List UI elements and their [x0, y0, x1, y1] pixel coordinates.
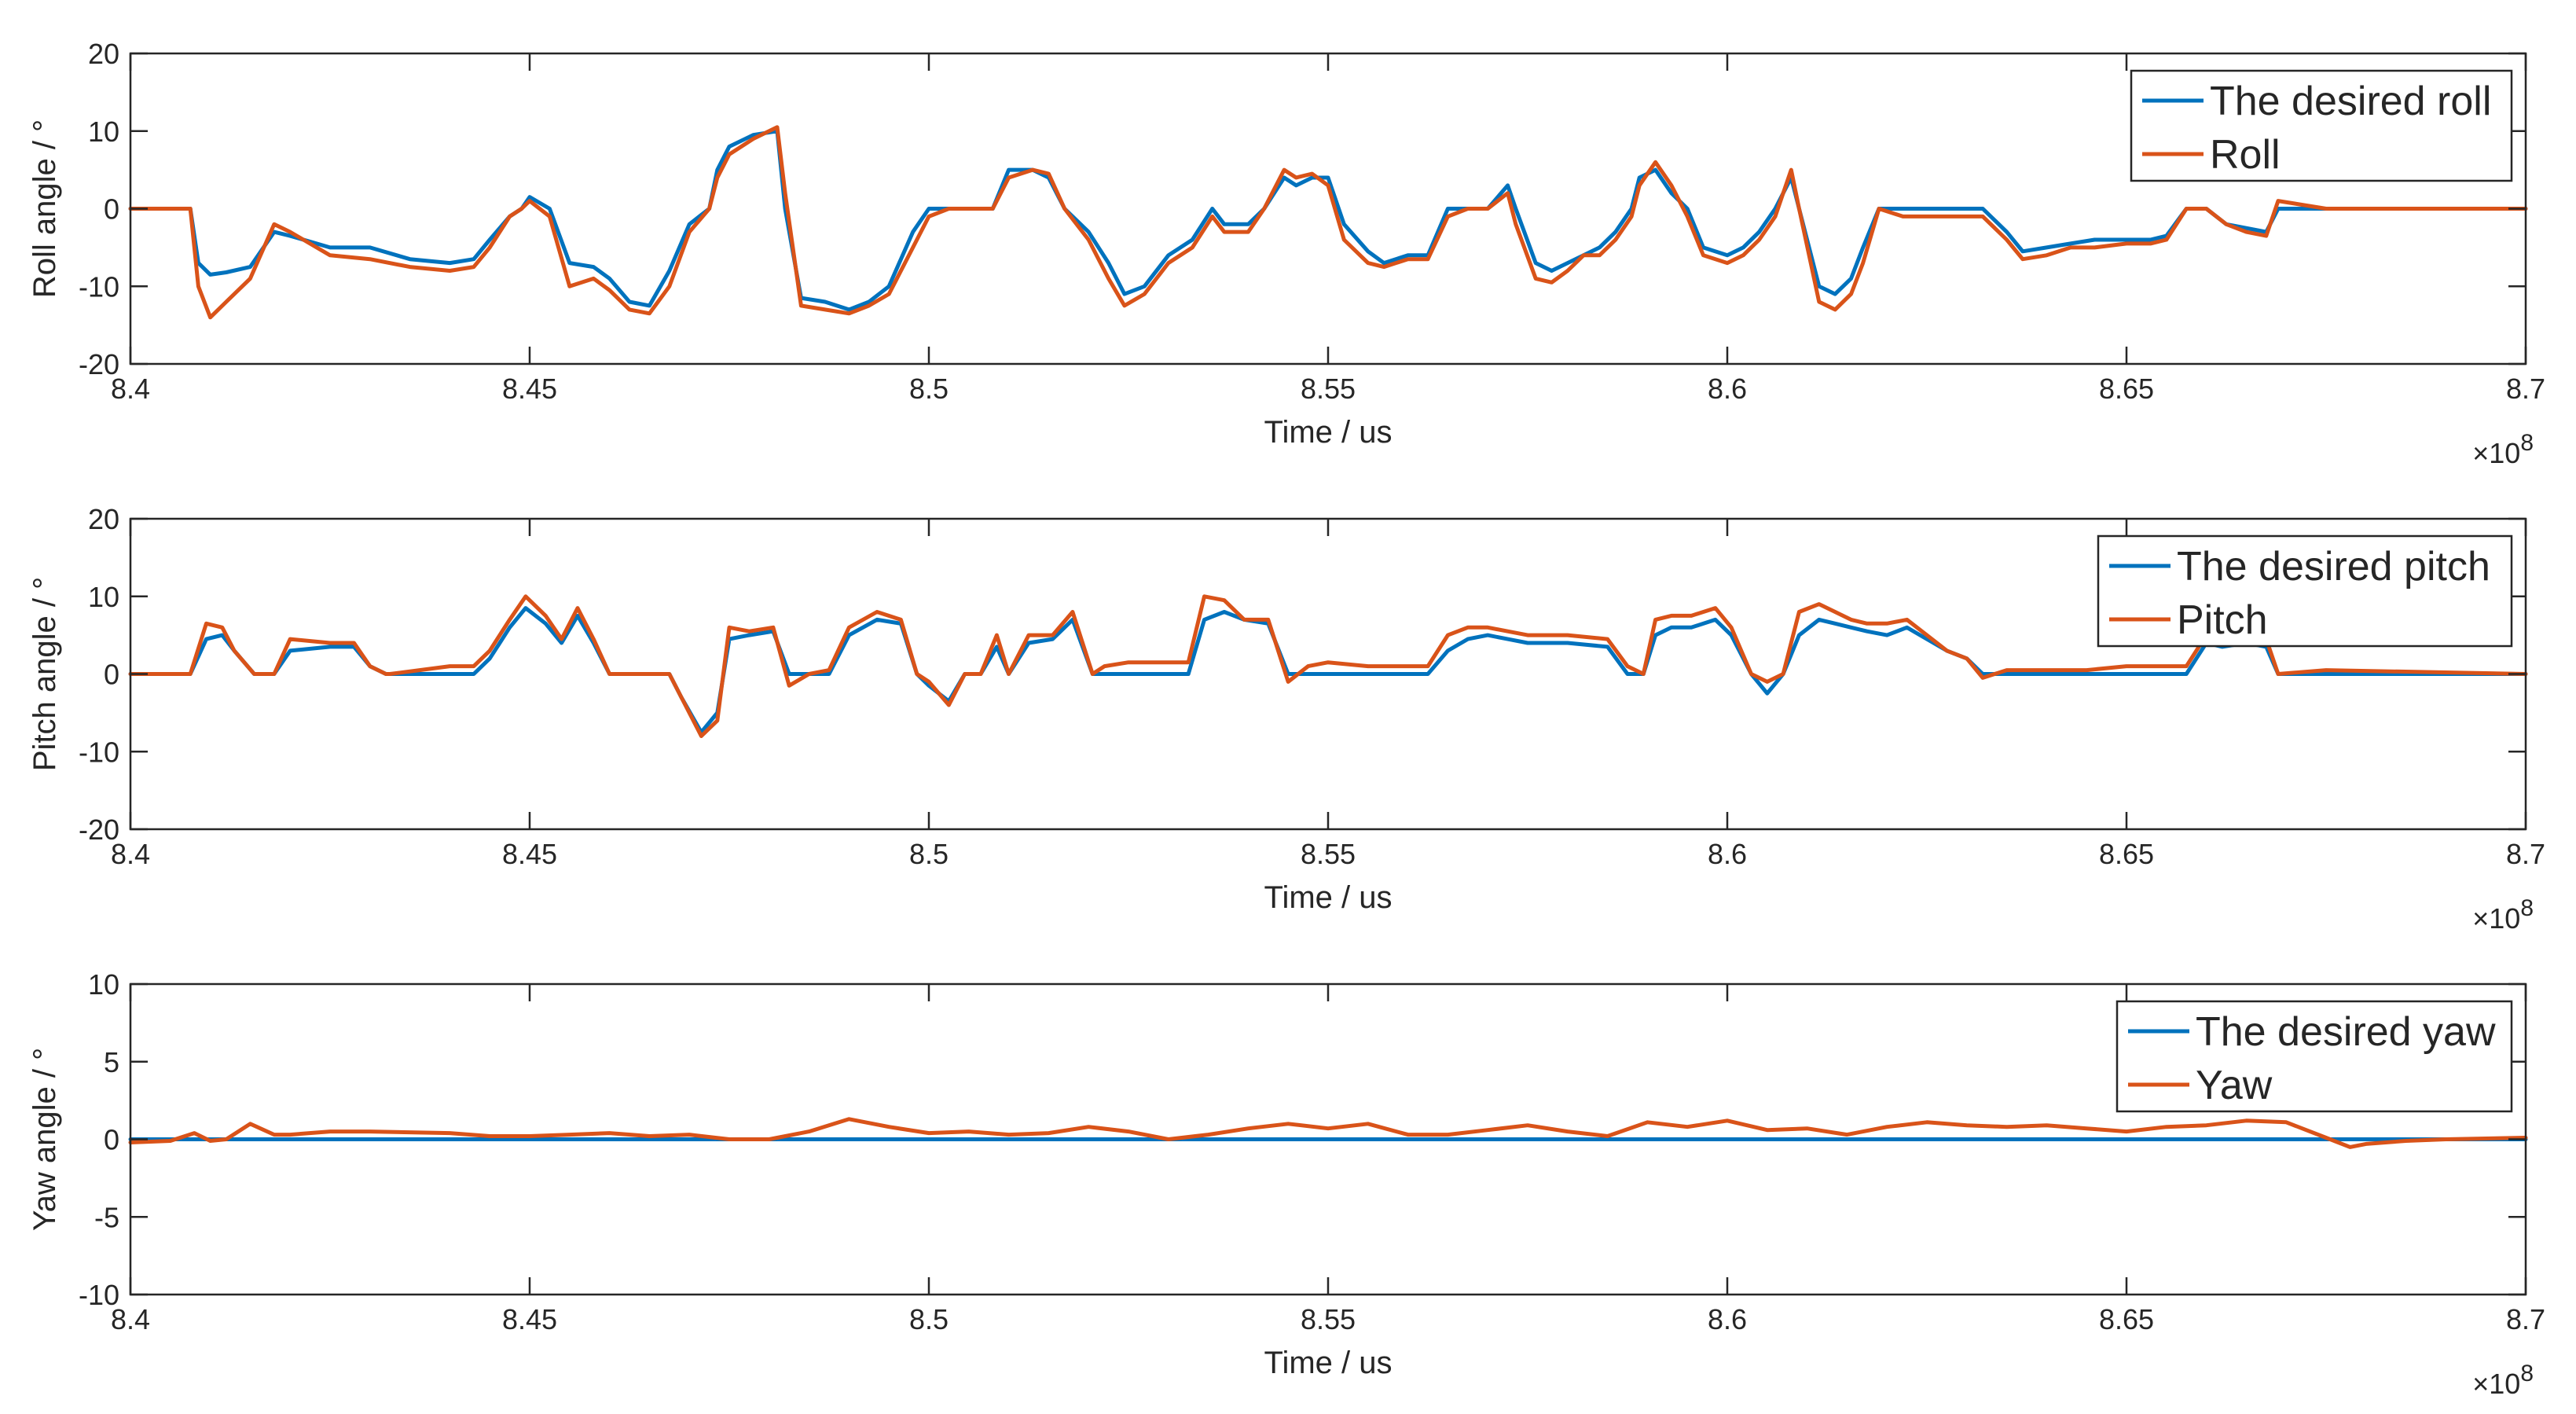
yaw-y-tick-label: 0 — [104, 1124, 119, 1156]
yaw-legend: The desired yaw Yaw — [2115, 1000, 2513, 1113]
roll-y-tick-label: 20 — [88, 38, 119, 70]
yaw-y-tick-label: -10 — [79, 1279, 119, 1311]
pitch-legend: The desired pitch Pitch — [2097, 534, 2513, 648]
roll-series-desired-line — [128, 129, 2528, 312]
pitch-x-axis-label: Time / us — [1264, 880, 1393, 915]
roll-x-axis-label: Time / us — [1264, 415, 1393, 450]
roll-series-actual-line — [128, 125, 2528, 320]
roll-y-tick-label: 10 — [88, 116, 119, 148]
yaw-x-axis-label: Time / us — [1264, 1346, 1393, 1380]
yaw-legend-label-actual: Yaw — [2196, 1063, 2273, 1108]
roll-x-exponent: ×108 — [2472, 430, 2534, 469]
yaw-y-tick-label: 5 — [104, 1046, 119, 1078]
pitch-x-tick-label: 8.4 — [111, 838, 150, 870]
pitch-y-tick-label: 20 — [88, 503, 119, 535]
pitch-x-tick-label: 8.45 — [502, 838, 557, 870]
pitch-x-exponent: ×108 — [2472, 895, 2534, 935]
roll-y-axis-label: Roll angle / ° — [28, 119, 62, 298]
pitch-legend-label-actual: Pitch — [2177, 597, 2268, 643]
pitch-x-tick-label: 8.6 — [1708, 838, 1747, 870]
roll-x-tick-label: 8.4 — [111, 373, 150, 405]
pitch-y-tick-label: 10 — [88, 581, 119, 613]
yaw-x-tick-label: 8.6 — [1708, 1303, 1747, 1335]
pitch-y-tick-label: -10 — [79, 736, 119, 768]
roll-x-tick-label: 8.7 — [2506, 373, 2545, 405]
yaw-subplot: 8.4 8.45 8.5 8.55 8.6 8.65 8.7 10 5 0 -5 -10 Time / … — [28, 968, 2545, 1400]
yaw-x-exponent: ×108 — [2472, 1361, 2534, 1400]
pitch-y-tick-label: -20 — [79, 814, 119, 846]
roll-legend-label-actual: Roll — [2210, 132, 2281, 178]
roll-y-tick-label: -20 — [79, 348, 119, 380]
roll-legend: The desired roll Roll — [2130, 69, 2513, 182]
roll-y-tick-label: 0 — [104, 193, 119, 226]
pitch-x-tick-label: 8.5 — [909, 838, 949, 870]
roll-x-tick-label: 8.6 — [1708, 373, 1747, 405]
yaw-legend-box — [2115, 1000, 2513, 1113]
roll-legend-box — [2130, 69, 2513, 182]
pitch-x-tick-label: 8.55 — [1301, 838, 1356, 870]
yaw-x-tick-label: 8.45 — [502, 1303, 557, 1335]
pitch-subplot: 8.4 8.45 8.5 8.55 8.6 8.65 8.7 20 10 0 -10 -20 Time … — [28, 503, 2545, 935]
yaw-x-tick-label: 8.7 — [2506, 1303, 2545, 1335]
roll-y-tick-label: -10 — [79, 270, 119, 303]
yaw-y-axis-label: Yaw angle / ° — [28, 1048, 62, 1231]
pitch-legend-label-desired: The desired pitch — [2177, 544, 2490, 589]
roll-subplot: 8.4 8.45 8.5 8.55 8.6 8.65 8.7 20 10 0 -10 -20 Time … — [28, 38, 2545, 469]
yaw-y-tick-label: 10 — [88, 968, 119, 1001]
pitch-x-tick-label: 8.65 — [2099, 838, 2154, 870]
yaw-x-tick-label: 8.55 — [1301, 1303, 1356, 1335]
roll-x-tick-label: 8.45 — [502, 373, 557, 405]
yaw-x-tick-label: 8.5 — [909, 1303, 949, 1335]
pitch-series-actual-line — [128, 594, 2528, 738]
pitch-series-desired-line — [128, 606, 2528, 735]
roll-legend-label-desired: The desired roll — [2210, 79, 2491, 124]
yaw-x-tick-label: 8.65 — [2099, 1303, 2154, 1335]
pitch-legend-box — [2097, 534, 2513, 648]
pitch-y-axis-label: Pitch angle / ° — [28, 577, 62, 771]
pitch-y-tick-label: 0 — [104, 659, 119, 691]
yaw-y-tick-label: -5 — [94, 1201, 119, 1233]
yaw-x-tick-label: 8.4 — [111, 1303, 150, 1335]
roll-x-tick-label: 8.55 — [1301, 373, 1356, 405]
yaw-legend-label-desired: The desired yaw — [2196, 1009, 2496, 1055]
yaw-series-actual-line — [128, 1117, 2528, 1149]
roll-x-tick-label: 8.5 — [909, 373, 949, 405]
pitch-x-tick-label: 8.7 — [2506, 838, 2545, 870]
roll-x-tick-label: 8.65 — [2099, 373, 2154, 405]
